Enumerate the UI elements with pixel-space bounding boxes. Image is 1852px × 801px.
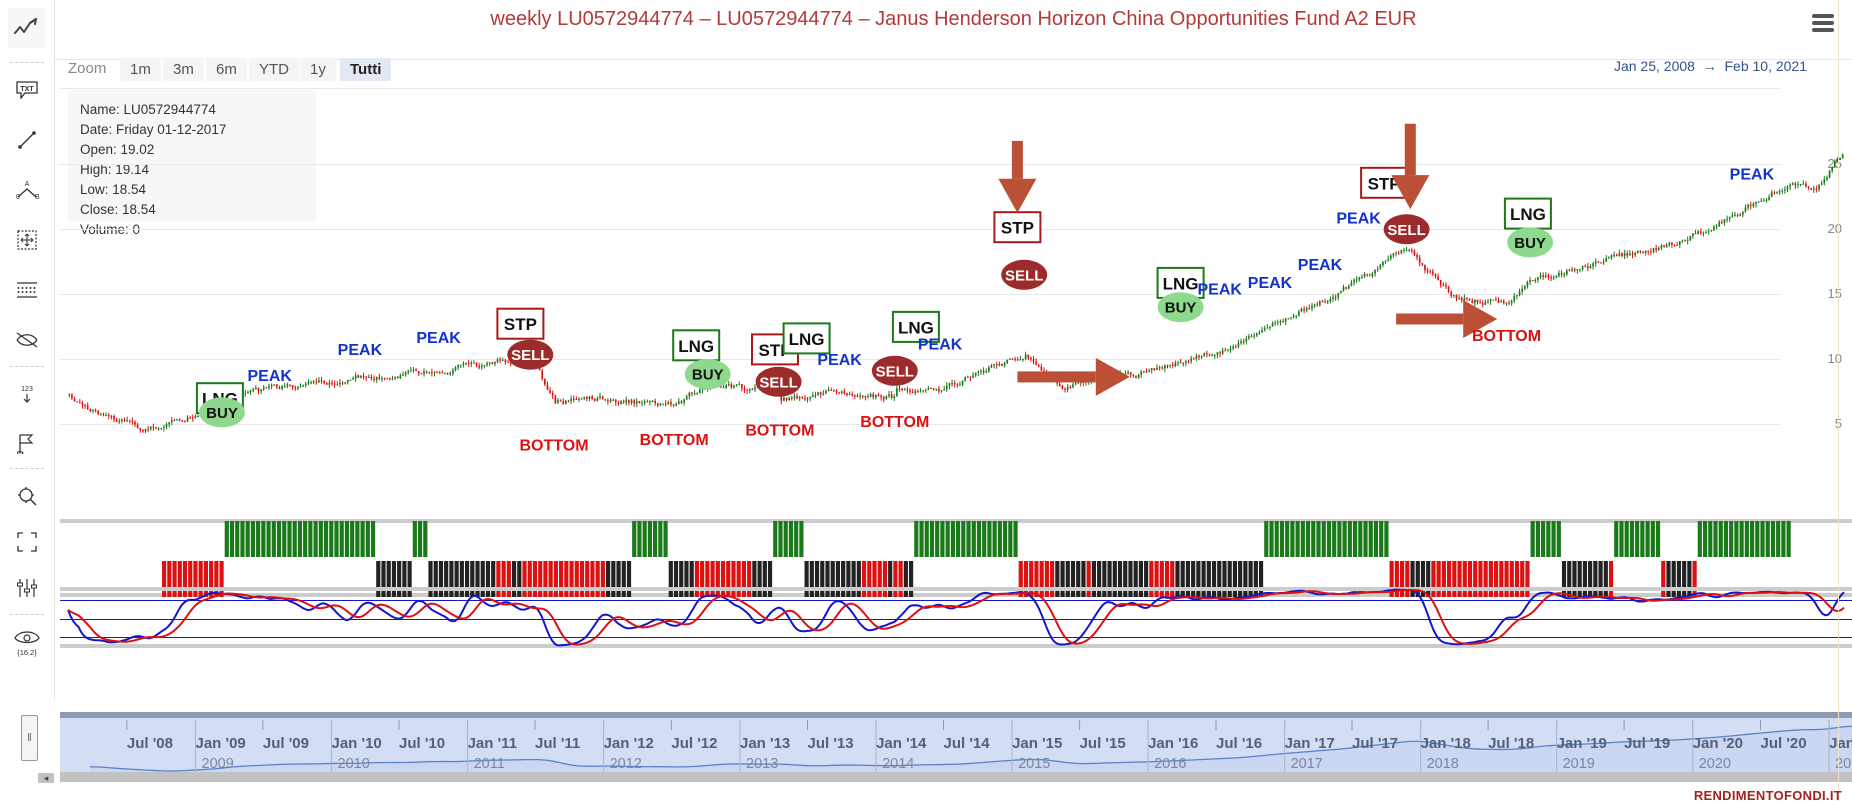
svg-text:Jan '15: Jan '15 — [1012, 735, 1062, 752]
svg-text:Jan '12: Jan '12 — [604, 735, 654, 752]
svg-text:2014: 2014 — [882, 756, 914, 772]
svg-text:2011: 2011 — [474, 756, 505, 772]
svg-text:2012: 2012 — [610, 756, 642, 772]
svg-text:Jan '21: Jan '21 — [1829, 735, 1852, 752]
svg-text:Jul '13: Jul '13 — [808, 735, 854, 752]
svg-text:Jul '08: Jul '08 — [127, 735, 173, 752]
svg-text:2010: 2010 — [338, 756, 370, 772]
svg-text:2019: 2019 — [1563, 756, 1595, 772]
svg-text:Jan '18: Jan '18 — [1421, 735, 1471, 752]
svg-text:TXT: TXT — [20, 86, 34, 93]
svg-text:Jul '14: Jul '14 — [944, 735, 991, 752]
svg-text:2018: 2018 — [1427, 756, 1459, 772]
svg-text:Jul '18: Jul '18 — [1488, 735, 1534, 752]
svg-text:Jan '14: Jan '14 — [876, 735, 927, 752]
svg-text:2009: 2009 — [202, 756, 234, 772]
svg-text:B: B — [35, 194, 40, 200]
svg-text:Jan '11: Jan '11 — [468, 735, 517, 752]
svg-text:Jul '10: Jul '10 — [399, 735, 445, 752]
svg-text:Jan '20: Jan '20 — [1693, 735, 1743, 752]
svg-text:2020: 2020 — [1699, 756, 1731, 772]
svg-text:Jul '17: Jul '17 — [1352, 735, 1398, 752]
svg-text:Jul '11: Jul '11 — [535, 735, 580, 752]
svg-text:{16.2}: {16.2} — [17, 648, 37, 657]
svg-text:Jul '09: Jul '09 — [263, 735, 309, 752]
svg-text:Jul '16: Jul '16 — [1216, 735, 1262, 752]
svg-text:2015: 2015 — [1018, 756, 1050, 772]
svg-text:0: 0 — [16, 194, 20, 200]
svg-text:2017: 2017 — [1291, 756, 1323, 772]
svg-text:123: 123 — [21, 386, 33, 393]
svg-text:Jan '16: Jan '16 — [1148, 735, 1198, 752]
svg-text:2016: 2016 — [1154, 756, 1186, 772]
svg-text:A: A — [25, 181, 30, 188]
svg-text:Jul '20: Jul '20 — [1761, 735, 1807, 752]
svg-text:Jul '19: Jul '19 — [1624, 735, 1670, 752]
svg-text:Jan '13: Jan '13 — [740, 735, 790, 752]
svg-text:Jan '10: Jan '10 — [332, 735, 382, 752]
svg-text:Jan '17: Jan '17 — [1285, 735, 1335, 752]
svg-text:2013: 2013 — [746, 756, 778, 772]
svg-text:Jan '09: Jan '09 — [196, 735, 246, 752]
svg-text:Jan '19: Jan '19 — [1557, 735, 1607, 752]
svg-text:Jul '15: Jul '15 — [1080, 735, 1126, 752]
svg-text:Jul '12: Jul '12 — [671, 735, 717, 752]
